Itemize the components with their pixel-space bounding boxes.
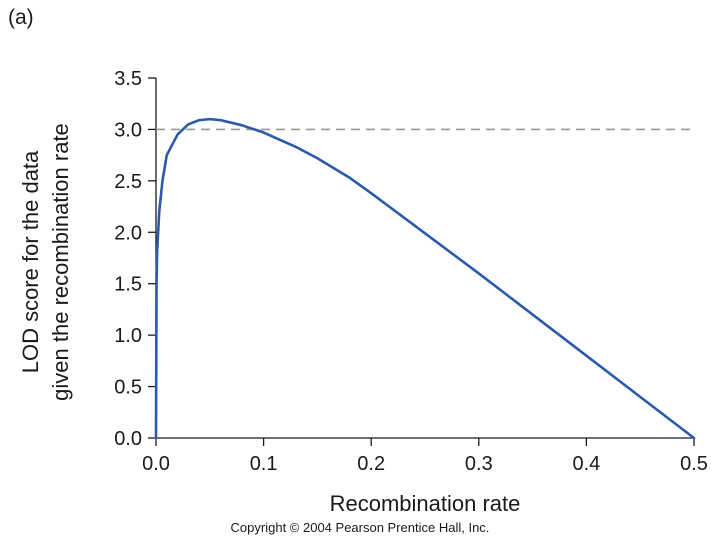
panel-label: (a) (8, 6, 34, 29)
y-tick-label: 2.0 (114, 222, 142, 244)
x-tick-label: 0.5 (680, 453, 708, 475)
series-group (154, 117, 696, 440)
y-tick-label: 3.0 (114, 119, 142, 141)
y-tick-label: 1.5 (114, 274, 142, 296)
y-tick-label: 0.5 (114, 377, 142, 399)
x-axis-title-text: Recombination rate (330, 491, 521, 516)
y-axis-title-line: LOD score for the data (18, 150, 43, 373)
lod-score-chart: LOD score for the data given the recombin… (18, 68, 708, 516)
y-tick-label: 2.5 (114, 171, 142, 193)
copyright-notice: Copyright © 2004 Pearson Prentice Hall, … (230, 520, 490, 535)
x-tick-label: 0.3 (465, 453, 493, 475)
x-tick-label: 0.1 (250, 453, 278, 475)
y-tick-label: 1.0 (114, 325, 142, 347)
y-tick-label: 0.0 (114, 428, 142, 450)
x-axis-title: Recombination rate (330, 491, 521, 516)
y-axis-title-line: given the recombination rate (48, 123, 73, 401)
x-tick-label: 0.0 (142, 453, 170, 475)
x-tick-label: 0.4 (572, 453, 600, 475)
y-tick-label: 3.5 (114, 68, 142, 90)
x-axis: 0.0 0.1 0.2 0.3 0.4 0.5 (142, 437, 708, 475)
lod-curve (154, 117, 696, 440)
y-axis-title: LOD score for the data given the recombin… (18, 123, 73, 401)
x-tick-label: 0.2 (357, 453, 385, 475)
y-axis: 0.0 0.5 1.0 1.5 2.0 2.5 3.0 3.5 (114, 68, 157, 450)
